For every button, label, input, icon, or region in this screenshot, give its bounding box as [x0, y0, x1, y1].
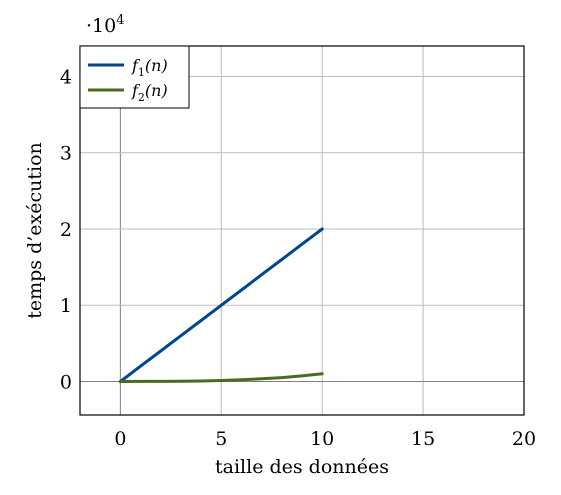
y-scale-multiplier: ·104 — [86, 13, 125, 37]
y-tick-label: 2 — [60, 219, 72, 241]
x-tick-label: 0 — [114, 428, 126, 450]
x-tick-label: 10 — [310, 428, 334, 450]
legend-box — [79, 45, 190, 109]
tick-labels: 0 5 10 15 20 0 1 2 3 4 — [60, 66, 536, 450]
series-layer — [118, 227, 324, 383]
y-tick-label: 3 — [60, 143, 72, 165]
y-tick-label: 4 — [60, 66, 72, 88]
y-tick-label: 0 — [60, 371, 72, 393]
y-tick-label: 1 — [60, 295, 72, 317]
series-line-2 — [118, 372, 324, 383]
x-tick-label: 15 — [411, 428, 435, 450]
series-line-1 — [118, 227, 324, 383]
x-tick-label: 5 — [215, 428, 227, 450]
plot-frame — [79, 45, 525, 416]
legend-label-2: f2(n) — [131, 81, 168, 104]
legend-label-1: f1(n) — [131, 56, 168, 79]
y-scale-exponent: 4 — [116, 13, 124, 28]
y-scale-base: ·10 — [86, 15, 116, 37]
y-axis-title: temps d’exécution — [24, 142, 46, 319]
legend: f1(n)f2(n) — [79, 45, 190, 109]
x-tick-label: 20 — [512, 428, 536, 450]
x-axis-title: taille des données — [215, 456, 389, 478]
